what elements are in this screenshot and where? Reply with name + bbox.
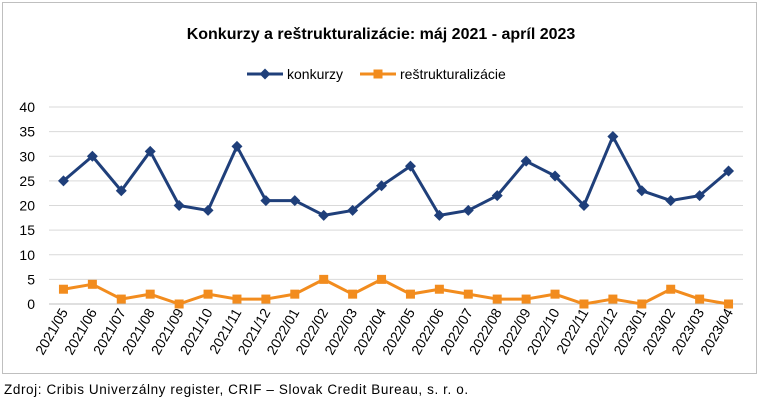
data-point	[173, 200, 185, 211]
y-axis: 0 5 10 15 20 25 30 35 40	[19, 99, 35, 312]
series-layer	[57, 131, 735, 309]
series-konkurzy	[57, 131, 735, 221]
data-point	[290, 289, 300, 299]
data-point	[636, 185, 648, 197]
legend: konkurzy reštrukturalizácie	[247, 66, 506, 82]
data-point	[723, 165, 735, 177]
data-point	[348, 289, 358, 299]
data-point	[549, 170, 561, 182]
data-point	[607, 131, 619, 143]
data-point	[637, 299, 647, 309]
data-point	[405, 289, 415, 299]
y-tick-label: 15	[19, 222, 35, 238]
legend-marker	[259, 68, 271, 80]
data-point	[261, 294, 271, 304]
data-point	[86, 150, 98, 162]
data-point	[491, 190, 503, 202]
data-point	[404, 160, 416, 172]
chart-frame: Konkurzy a reštrukturalizácie: máj 2021 …	[2, 2, 757, 374]
data-point	[347, 204, 359, 216]
data-point	[463, 289, 473, 299]
y-tick-label: 10	[19, 247, 35, 263]
data-point	[377, 274, 387, 284]
data-point	[666, 284, 676, 294]
y-tick-label: 0	[27, 296, 35, 312]
data-point	[608, 294, 618, 304]
data-point	[433, 209, 445, 221]
data-point	[520, 155, 532, 167]
y-tick-label: 25	[19, 173, 35, 189]
data-point	[695, 294, 705, 304]
data-point	[665, 195, 677, 207]
data-point	[58, 284, 68, 294]
series-line	[62, 135, 730, 217]
data-point	[694, 190, 706, 202]
series-restrukturalizacie	[58, 274, 734, 309]
data-point	[376, 180, 388, 192]
data-point	[145, 289, 155, 299]
legend-entry: reštrukturalizácie	[360, 66, 506, 82]
data-point	[550, 289, 560, 299]
data-point	[203, 289, 213, 299]
data-point	[521, 294, 531, 304]
y-tick-label: 20	[19, 198, 35, 214]
gridlines	[49, 106, 743, 305]
data-point	[724, 299, 734, 309]
data-point	[144, 145, 156, 157]
legend-label: konkurzy	[287, 66, 343, 82]
data-point	[115, 185, 127, 197]
data-point	[57, 175, 69, 187]
data-point	[578, 200, 590, 211]
line-chart: Konkurzy a reštrukturalizácie: máj 2021 …	[19, 26, 743, 357]
data-point	[87, 279, 97, 289]
series-line	[63, 277, 729, 306]
x-axis: 2021/052021/062021/072021/082021/092021/…	[32, 305, 736, 357]
y-tick-label: 35	[19, 124, 35, 140]
y-tick-label: 30	[19, 148, 35, 164]
data-point	[231, 140, 243, 152]
data-point	[232, 294, 242, 304]
y-tick-label: 5	[27, 271, 35, 287]
data-point	[462, 204, 474, 216]
data-point	[289, 195, 301, 207]
legend-label: reštrukturalizácie	[400, 66, 506, 82]
source-note: Zdroj: Cribis Univerzálny register, CRIF…	[4, 382, 469, 397]
data-point	[579, 299, 589, 309]
data-point	[116, 294, 126, 304]
data-point	[319, 274, 329, 284]
data-point	[174, 299, 184, 309]
data-point	[260, 195, 272, 207]
data-point	[434, 284, 444, 294]
y-tick-label: 40	[19, 99, 35, 115]
data-point	[202, 204, 214, 216]
data-point	[318, 209, 330, 221]
data-point	[492, 294, 502, 304]
legend-marker	[373, 69, 383, 79]
chart-title: Konkurzy a reštrukturalizácie: máj 2021 …	[187, 26, 576, 43]
legend-entry: konkurzy	[247, 66, 343, 82]
